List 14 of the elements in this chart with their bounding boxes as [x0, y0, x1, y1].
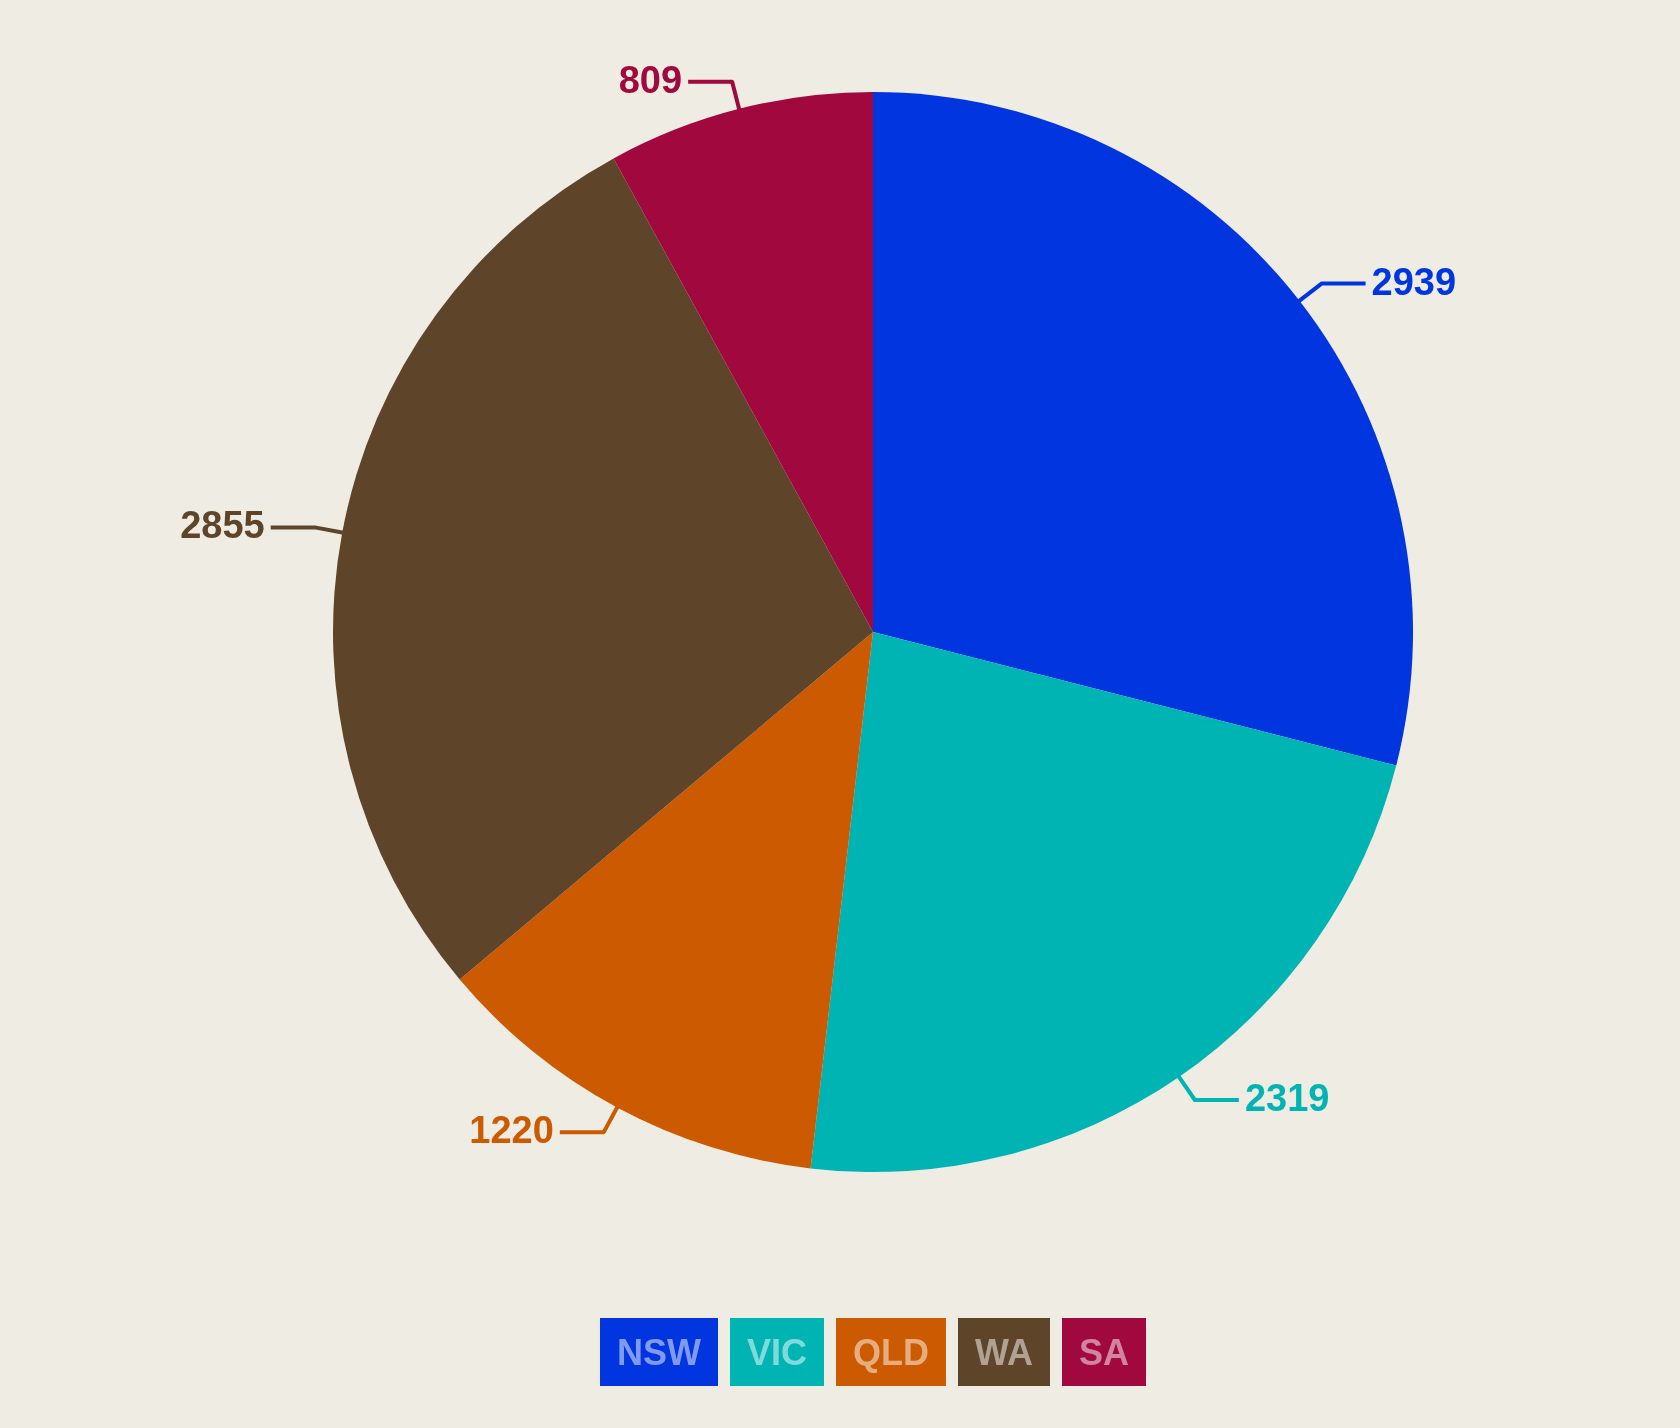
data-label: 2855 [180, 504, 265, 547]
pie-slice [613, 92, 873, 632]
legend-label: NSW [617, 1332, 702, 1373]
data-label: 809 [618, 58, 683, 101]
data-label: 2319 [1244, 1076, 1330, 1119]
pie-slice [810, 632, 1397, 1172]
legend-label: WA [974, 1332, 1033, 1373]
pie-slice [459, 632, 873, 1169]
data-label: 2939 [1371, 260, 1457, 303]
data-label: 1220 [469, 1109, 554, 1152]
pie-slice [333, 158, 873, 980]
legend-label: SA [1078, 1332, 1129, 1373]
legend-label: QLD [853, 1332, 929, 1373]
legend-label: VIC [746, 1332, 808, 1373]
